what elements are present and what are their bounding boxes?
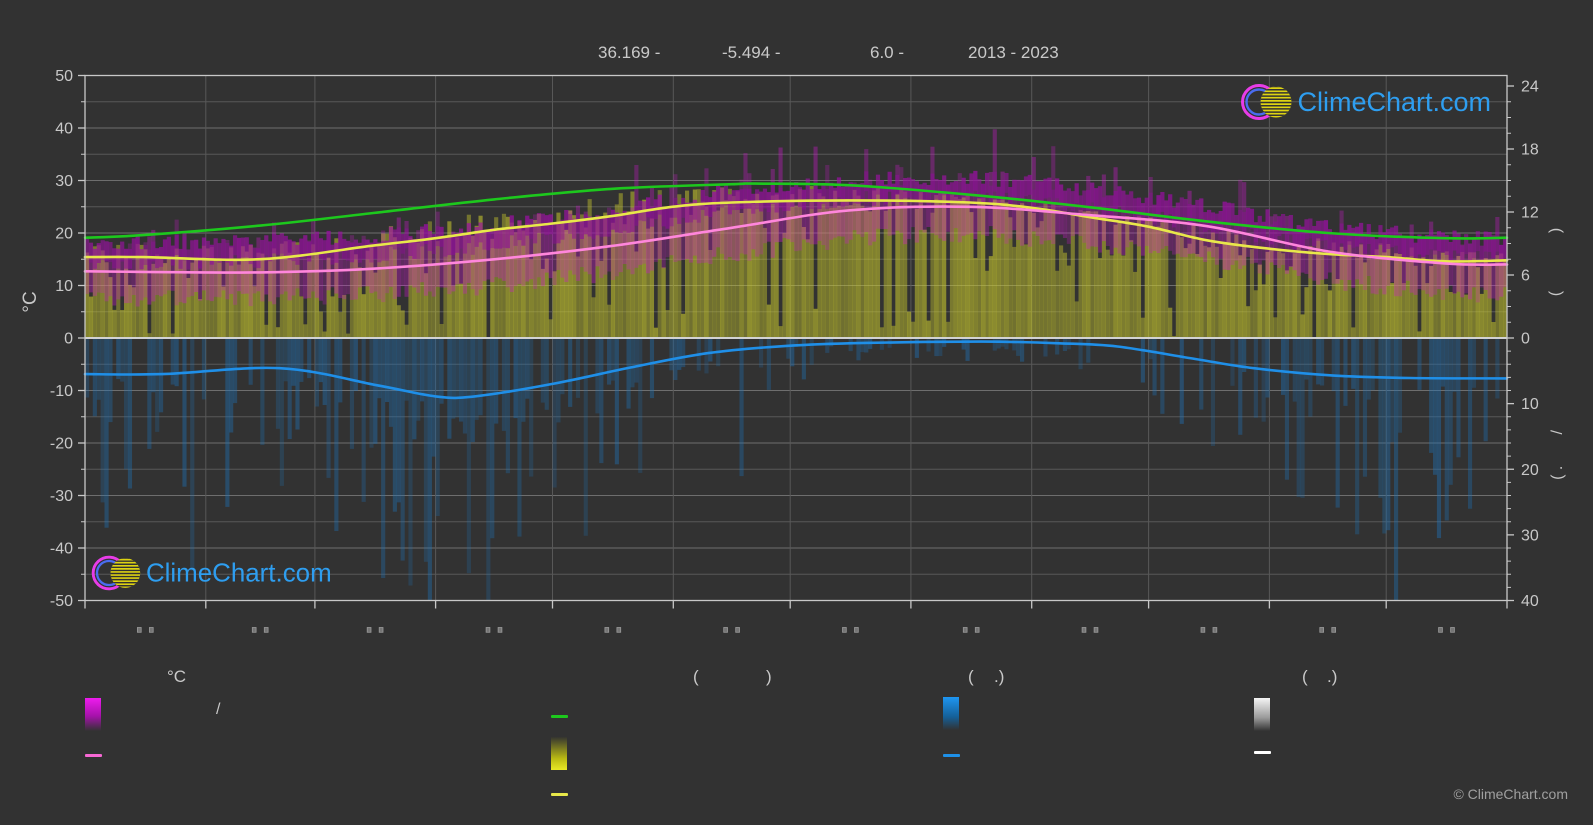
month-label-glyph-box	[1081, 627, 1087, 633]
legend-swatch-temp-range-bars	[85, 698, 101, 731]
legend-header-sunshine-close: )	[766, 667, 772, 686]
right-precip-axis-label-fragment: ( . /	[1549, 430, 1566, 480]
title-longitude: -5.494 -	[722, 43, 781, 62]
month-label-glyph-box	[974, 627, 980, 633]
month-label-glyph-box	[1093, 627, 1099, 633]
left-axis-tick--50: -50	[50, 593, 73, 610]
right-precip-axis-tick-10: 10	[1521, 396, 1539, 413]
left-axis-tick-20: 20	[55, 226, 73, 243]
legend-swatch-snow-bars	[1254, 698, 1270, 731]
legend-swatch-sunshine-bars	[551, 737, 567, 770]
month-label-glyph-box	[735, 627, 740, 633]
month-label-glyph-box	[263, 627, 269, 633]
climechart-logo-bottom-left-text: ClimeChart.com	[146, 560, 332, 588]
left-axis-tick--30: -30	[50, 488, 73, 505]
legend-swatch-daylight-line	[551, 715, 568, 718]
title-elevation: 6.0 -	[870, 43, 905, 62]
month-label-glyph-box	[604, 627, 610, 633]
left-axis-tick-30: 30	[55, 173, 73, 190]
sunshine-hours-line	[83, 199, 1509, 263]
month-label-glyph-box	[962, 627, 968, 633]
left-axis-tick--10: -10	[50, 383, 73, 400]
right-precip-axis-tick-30: 30	[1521, 527, 1539, 544]
month-label-glyph-box	[723, 627, 728, 633]
right-sun-axis-tick-12: 12	[1521, 205, 1539, 222]
left-axis-label: °C	[20, 291, 41, 312]
legend-header-snow-open: (	[1302, 667, 1308, 686]
legend-swatch-sunshine-line	[551, 793, 568, 796]
month-label-glyph-box	[1212, 627, 1218, 633]
right-sun-axis-tick-18: 18	[1521, 142, 1539, 159]
temperature-mean-line	[83, 205, 1509, 274]
legend-swatch-precip-bars	[943, 697, 959, 730]
legend-header-sunshine-open: (	[693, 667, 699, 686]
month-label-glyph-box	[842, 627, 847, 633]
precipitation-smoothed-line	[83, 340, 1509, 400]
precipitation-daily-bars	[85, 338, 1500, 601]
left-axis-tick-50: 50	[55, 68, 73, 85]
left-axis-tick-0: 0	[64, 331, 73, 348]
month-label-glyph-box	[1450, 627, 1455, 633]
month-label-glyph-box	[616, 627, 622, 633]
month-label-glyph-box	[854, 627, 859, 633]
right-sun-axis-tick-24: 24	[1521, 78, 1539, 95]
legend-swatch-precip-line	[943, 754, 960, 757]
left-axis-tick-40: 40	[55, 121, 73, 138]
legend-header-snow-close: .)	[1327, 667, 1338, 686]
climechart-logo-top-right-text: ClimeChart.com	[1298, 87, 1492, 117]
title-period: 2013 - 2023	[968, 43, 1059, 62]
month-label-glyph-box	[1438, 627, 1443, 633]
axis-ticks-labels: 50 40 30 20 10 0 -10 -20 -30 -40 -50 24 18 12 6 0 10 20 30…	[50, 68, 1539, 633]
legend-header-temperature: °C	[167, 667, 187, 686]
right-precip-axis-tick-20: 20	[1521, 462, 1539, 479]
month-label-glyph-box	[1200, 627, 1206, 633]
right-precip-axis-tick-40: 40	[1521, 593, 1539, 610]
left-axis-tick--40: -40	[50, 541, 73, 558]
month-label-glyph-box	[148, 627, 154, 633]
month-label-glyph-box	[251, 627, 257, 633]
month-label-glyph-box	[1331, 627, 1337, 633]
month-label-glyph-box	[378, 627, 384, 633]
climechart-logo-bottom-left: ClimeChart.com	[91, 555, 332, 591]
month-label-glyph-box	[485, 627, 491, 633]
month-label-glyph-box	[136, 627, 142, 633]
left-axis-tick--20: -20	[50, 436, 73, 453]
left-axis-tick-10: 10	[55, 278, 73, 295]
right-sun-axis-tick-0: 0	[1521, 331, 1530, 348]
month-label-glyph-box	[366, 627, 372, 633]
title-latitude: 36.169 -	[598, 43, 661, 62]
copyright-text: © ClimeChart.com	[1453, 786, 1568, 802]
daylight-hours-line	[83, 182, 1509, 240]
legend-swatch-temp-mean-line	[85, 754, 102, 757]
month-label-glyph-box	[497, 627, 503, 633]
climechart-logo-top-right: ClimeChart.com	[1241, 84, 1492, 120]
right-sun-axis-label-fragment: ( )	[1547, 228, 1564, 296]
sunshine-daily-bars	[85, 186, 1508, 338]
legend-header-precip-open: (	[968, 667, 974, 686]
legend-header-precip-close: .)	[994, 667, 1005, 686]
month-label-glyph-box	[1319, 627, 1325, 633]
right-sun-axis-tick-6: 6	[1521, 268, 1530, 285]
legend-label-temp-maxmin: /	[216, 701, 221, 718]
legend-swatch-snow-line	[1254, 751, 1271, 754]
